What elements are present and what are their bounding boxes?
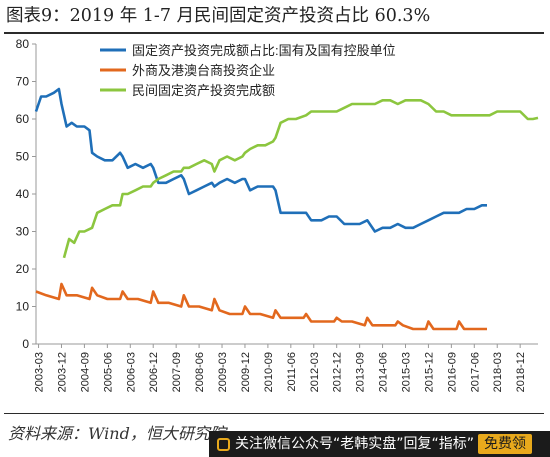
free-button[interactable]: 免费领 <box>478 434 533 454</box>
foreign-share-line <box>35 282 487 331</box>
x-tick-label: 2009-12 <box>240 352 252 392</box>
banner-text: 关注微信公众号“老韩实盘”回复 <box>235 436 432 452</box>
x-tick-label: 2005-06 <box>102 352 114 392</box>
x-tick-label: 2016-09 <box>446 352 458 392</box>
x-tick-label: 2006-03 <box>125 352 137 392</box>
title-divider <box>4 32 544 34</box>
promo-banner[interactable]: 关注微信公众号“老韩实盘”回复“指标” 免费领 <box>209 431 550 457</box>
x-tick-label: 2010-09 <box>263 352 275 392</box>
wechat-icon <box>217 438 230 451</box>
x-tick-label: 2015-12 <box>423 352 435 392</box>
x-tick-label: 2007-09 <box>171 352 183 392</box>
x-tick-label: 2003-12 <box>56 352 68 392</box>
x-tick-label: 2013-09 <box>355 352 367 392</box>
y-tick-label: 70 <box>16 75 30 89</box>
page-title: 图表9：2019 年 1-7 月民间固定资产投资占比 60.3% <box>6 6 431 26</box>
y-tick-label: 50 <box>16 150 30 164</box>
x-tick-label: 2009-03 <box>217 352 229 392</box>
y-tick-label: 60 <box>16 112 30 126</box>
x-tick-label: 2008-06 <box>194 352 206 392</box>
x-tick-label: 2014-06 <box>378 352 390 392</box>
x-tick-label: 2004-09 <box>79 352 91 392</box>
y-tick-label: 0 <box>22 337 29 351</box>
legend-label: 外商及港澳台商投资企业 <box>132 63 275 78</box>
x-tick-label: 2012-12 <box>332 352 344 392</box>
private-share-line <box>62 99 539 259</box>
x-tick-label: 2006-12 <box>148 352 160 392</box>
x-tick-label: 2017-06 <box>469 352 481 392</box>
y-tick-label: 30 <box>16 225 30 239</box>
source-note: 资料来源：Wind，恒大研究院 <box>8 424 226 443</box>
x-tick-label: 2011-06 <box>286 352 298 392</box>
legend-label: 固定资产投资完成额占比:国有及国有控股单位 <box>132 43 396 58</box>
x-tick-label: 2018-03 <box>492 352 504 392</box>
x-tick-label: 2003-03 <box>34 352 46 392</box>
x-tick-label: 2015-03 <box>400 352 412 392</box>
line-chart: 0 10 20 30 40 50 60 70 80 2003-03 2003-12 2004-09 20… <box>16 37 539 392</box>
y-tick-label: 40 <box>16 187 30 201</box>
y-tick-label: 20 <box>16 262 30 276</box>
y-tick-label: 80 <box>16 37 30 51</box>
banner-keyword: “指标” <box>431 436 475 452</box>
y-tick-label: 10 <box>16 300 30 314</box>
state-owned-share-line <box>34 87 487 233</box>
footer-divider <box>4 413 544 414</box>
x-tick-label: 2018-12 <box>515 352 527 392</box>
legend-label: 民间固定资产投资完成额 <box>132 83 275 98</box>
x-tick-label: 2012-03 <box>309 352 321 392</box>
